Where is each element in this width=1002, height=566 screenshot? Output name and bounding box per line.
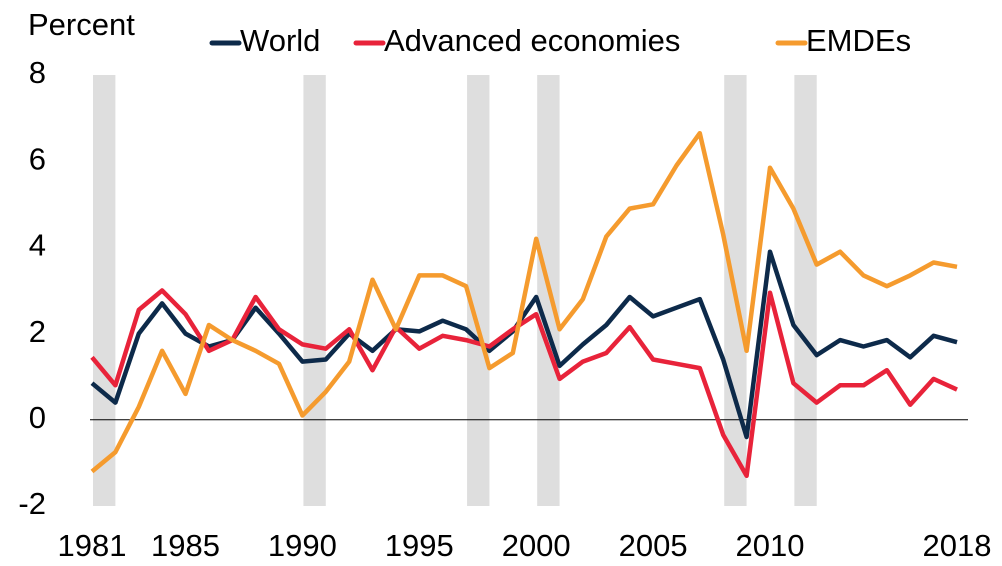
shaded-period [794, 75, 817, 506]
legend-label: World [240, 23, 320, 58]
shaded-period [303, 75, 326, 506]
x-tick-label: 2005 [619, 528, 688, 563]
shaded-period [93, 75, 116, 506]
y-axis-label: Percent [28, 7, 135, 42]
y-tick-label: 8 [29, 55, 46, 90]
y-tick-label: -2 [18, 486, 46, 521]
x-tick-label: 2010 [735, 528, 804, 563]
x-tick-label: 1981 [58, 528, 127, 563]
y-tick-label: 6 [29, 141, 46, 176]
y-tick-label: 2 [29, 314, 46, 349]
y-tick-label: 0 [29, 400, 46, 435]
legend-label: Advanced economies [384, 23, 680, 58]
series-line [90, 288, 958, 479]
series-line [90, 130, 958, 474]
y-tick-label: 4 [29, 228, 46, 263]
x-tick-label: 1985 [151, 528, 220, 563]
x-tick-label: 1995 [385, 528, 454, 563]
x-tick-label: 2018 [923, 528, 992, 563]
shaded-period [467, 75, 490, 506]
x-tick-label: 2000 [502, 528, 571, 563]
legend-label: EMDEs [806, 23, 911, 58]
x-tick-label: 1990 [268, 528, 337, 563]
